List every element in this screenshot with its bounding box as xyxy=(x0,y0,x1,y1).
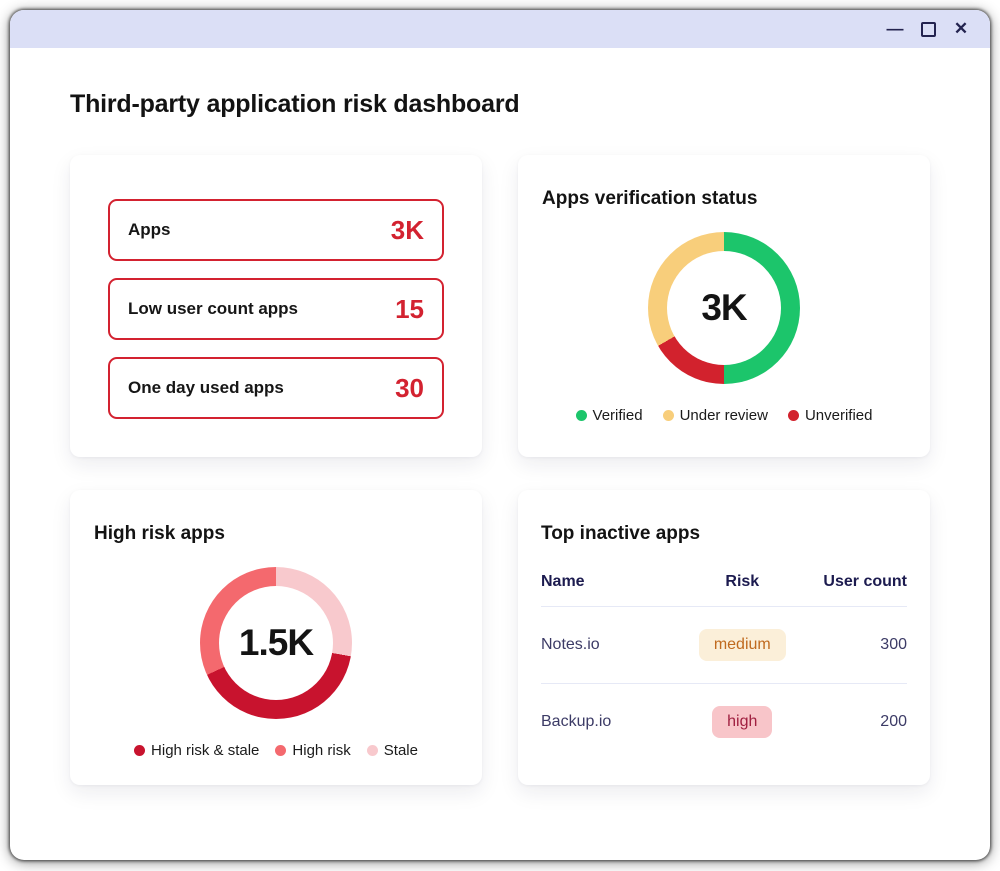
legend-label: High risk & stale xyxy=(151,742,260,759)
legend-item-high-risk-and-stale[interactable]: High risk & stale xyxy=(134,742,259,759)
stat-label: Apps xyxy=(128,220,171,239)
legend-label: Stale xyxy=(383,742,418,759)
stat-tile-low-user-count-apps[interactable]: Low user count apps 15 xyxy=(108,278,444,340)
card-title: Top inactive apps xyxy=(541,523,701,544)
donut-hole: 3K xyxy=(667,251,781,365)
inactive-apps-table: Name Risk User count Notes.io medium 300 xyxy=(541,559,907,760)
maximize-button[interactable] xyxy=(915,16,941,42)
legend-dot-verified xyxy=(575,410,587,421)
dashboard-content: Third-party application risk dashboard A… xyxy=(10,90,990,785)
table-row[interactable]: Backup.io high 200 xyxy=(541,684,907,761)
legend-label: Verified xyxy=(592,407,643,424)
column-header-user-count: User count xyxy=(797,559,907,607)
stat-tile-one-day-used-apps[interactable]: One day used apps 30 xyxy=(108,357,444,419)
stat-value: 3K xyxy=(390,214,424,245)
top-inactive-apps-card: Top inactive apps Name Risk User count N… xyxy=(518,490,930,785)
user-count-cell: 300 xyxy=(797,606,907,684)
stat-label: Low user count apps xyxy=(128,299,299,318)
legend-item-unverified[interactable]: Unverified xyxy=(787,407,873,424)
user-count-cell: 200 xyxy=(880,713,907,730)
donut-center-value: 3K xyxy=(701,287,747,328)
verification-donut-chart[interactable]: 3K xyxy=(648,232,800,384)
legend-label: Unverified xyxy=(804,407,873,424)
legend-dot-high-risk xyxy=(275,745,287,756)
donut-center-value: 1.5K xyxy=(238,622,314,663)
legend-label: Under review xyxy=(679,407,768,424)
legend-dot-unverified xyxy=(787,410,799,421)
app-name-cell: Backup.io xyxy=(541,713,612,730)
dashboard-grid: Apps 3K Low user count apps 15 One day u… xyxy=(70,155,930,785)
risk-badge-high: high xyxy=(712,706,773,738)
verification-status-card: Apps verification status 3K Verified Und… xyxy=(518,155,930,457)
column-header-name: Name xyxy=(541,559,688,607)
stat-value: 15 xyxy=(395,293,424,324)
verification-legend: Verified Under review Unverified xyxy=(542,407,906,424)
donut-hole: 1.5K xyxy=(219,586,333,700)
risk-cell: high xyxy=(687,684,797,761)
column-header-risk: Risk xyxy=(687,559,798,607)
risk-badge-medium: medium xyxy=(698,629,786,661)
card-title: High risk apps xyxy=(94,523,225,544)
minimize-icon: — xyxy=(886,19,904,38)
minimize-button[interactable]: — xyxy=(882,16,908,42)
table-header-row: Name Risk User count xyxy=(541,559,907,607)
app-name-cell: Notes.io xyxy=(541,606,688,684)
legend-item-verified[interactable]: Verified xyxy=(575,407,643,424)
legend-item-under-review[interactable]: Under review xyxy=(662,407,768,424)
stat-tile-apps[interactable]: Apps 3K xyxy=(108,199,444,261)
app-window: — ✕ Third-party application risk dashboa… xyxy=(10,10,990,860)
legend-label: High risk xyxy=(292,742,351,759)
stat-label: One day used apps xyxy=(128,378,284,397)
legend-dot-under-review xyxy=(662,410,674,421)
high-risk-apps-card: High risk apps 1.5K High risk & stale Hi… xyxy=(70,490,482,785)
legend-dot-high-risk-and-stale xyxy=(134,745,146,756)
card-title: Apps verification status xyxy=(542,188,758,209)
window-titlebar: — ✕ xyxy=(10,10,990,48)
page-title: Third-party application risk dashboard xyxy=(70,90,520,118)
window-controls: — ✕ xyxy=(882,16,974,42)
maximize-icon xyxy=(920,21,936,37)
risk-cell: medium xyxy=(687,606,798,684)
legend-item-stale[interactable]: Stale xyxy=(366,742,418,759)
high-risk-legend: High risk & stale High risk Stale xyxy=(94,742,458,759)
stat-value: 30 xyxy=(395,372,424,403)
legend-item-high-risk[interactable]: High risk xyxy=(275,742,351,759)
table-row[interactable]: Notes.io medium 300 xyxy=(541,606,907,684)
app-stats-card: Apps 3K Low user count apps 15 One day u… xyxy=(70,155,482,457)
high-risk-donut-chart[interactable]: 1.5K xyxy=(200,567,352,719)
legend-dot-stale xyxy=(366,745,378,756)
close-button[interactable]: ✕ xyxy=(948,16,974,42)
close-icon: ✕ xyxy=(953,19,969,38)
